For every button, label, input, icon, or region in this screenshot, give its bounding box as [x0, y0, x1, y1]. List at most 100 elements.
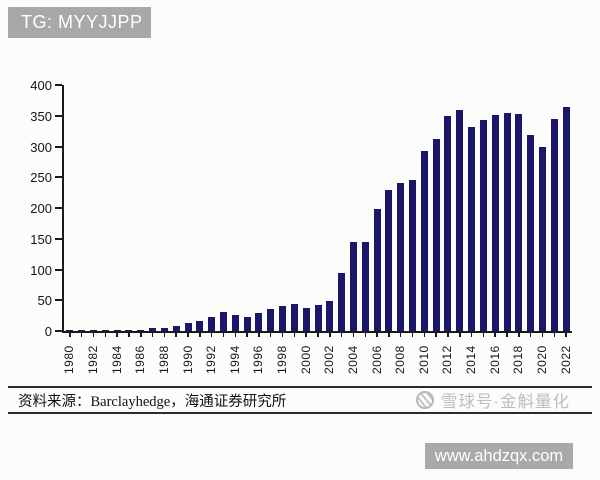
x-tick-label: 1990	[180, 345, 195, 374]
y-tick-label: 150	[30, 231, 52, 247]
bar-2015	[479, 120, 487, 331]
bar-2004	[349, 241, 357, 331]
bar-1980	[66, 330, 74, 331]
tag-label: TG: MYYJJPP	[21, 12, 143, 32]
x-tick	[529, 333, 532, 337]
x-tick	[69, 333, 71, 337]
y-tick	[55, 299, 62, 302]
x-tick	[553, 333, 556, 337]
bar-2006	[373, 209, 381, 331]
y-tick	[55, 176, 62, 179]
y-tick	[55, 114, 62, 117]
bar-2022	[562, 106, 570, 331]
x-tick	[80, 333, 83, 337]
bar-1994	[231, 315, 239, 331]
x-tick-label: 2014	[464, 345, 479, 374]
bar-2016	[491, 115, 499, 331]
x-tick-label: 1986	[133, 345, 148, 374]
x-tick-label: 2008	[393, 345, 408, 374]
social-watermark-text: 雪球号·金斛量化	[441, 393, 570, 411]
x-tick-label: 1992	[204, 345, 219, 374]
x-tick-label: 2010	[416, 345, 431, 374]
x-tick	[222, 333, 225, 337]
x-tick	[104, 333, 107, 337]
x-tick-label: 2016	[487, 345, 502, 374]
x-tick-label: 1984	[109, 345, 124, 374]
bar-1991	[196, 321, 204, 331]
bar-1993	[219, 311, 227, 331]
x-tick	[281, 333, 284, 337]
x-tick	[175, 333, 177, 337]
bar-2008	[397, 182, 405, 331]
bar-2005	[361, 242, 369, 331]
y-tick-label: 400	[30, 78, 52, 93]
bar-2011	[432, 138, 440, 331]
site-watermark-banner: www.ahdzqx.com	[425, 443, 573, 469]
x-tick	[199, 333, 201, 337]
x-tick	[482, 333, 485, 337]
x-tick-label: 2004	[345, 345, 360, 374]
x-tick	[470, 333, 473, 337]
bar-1997	[267, 309, 275, 331]
y-tick-label: 250	[30, 170, 52, 186]
bar-2017	[503, 113, 511, 331]
x-tick	[305, 333, 307, 337]
y-tick	[55, 237, 62, 240]
x-tick-label: 2002	[322, 345, 337, 374]
bar-2002	[326, 300, 334, 331]
bar-2020	[538, 147, 546, 331]
x-tick	[518, 333, 520, 337]
social-watermark: 雪球号·金斛量化	[416, 388, 570, 412]
bar-1988	[160, 327, 168, 331]
x-tick-label: 2000	[298, 345, 313, 374]
x-tick-label: 1996	[251, 345, 266, 374]
bar-2007	[385, 190, 393, 331]
x-tick	[459, 333, 461, 337]
bar-1982	[90, 330, 98, 331]
tag-banner: TG: MYYJJPP	[8, 7, 151, 38]
bar-2021	[550, 118, 558, 331]
plot-area	[62, 85, 572, 333]
bar-2001	[314, 305, 322, 331]
x-tick	[352, 333, 355, 337]
y-tick-label: 350	[30, 108, 52, 124]
x-tick	[258, 333, 260, 337]
bar-1996	[255, 312, 263, 331]
bar-1992	[208, 316, 216, 331]
x-tick-label: 1980	[62, 345, 77, 374]
x-tick	[340, 333, 343, 337]
x-tick	[494, 333, 496, 337]
x-tick-label: 1982	[86, 345, 101, 374]
x-tick	[293, 333, 296, 337]
bar-2012	[444, 116, 452, 331]
x-tick	[92, 333, 95, 337]
x-tick-label: 2020	[534, 345, 549, 374]
y-tick	[55, 84, 62, 86]
bar-1985	[125, 330, 133, 331]
x-tick	[210, 333, 213, 337]
bar-1990	[184, 323, 192, 331]
x-tick	[187, 333, 189, 337]
x-tick-label: 1994	[227, 345, 242, 374]
y-tick-label: 0	[44, 324, 52, 339]
x-tick	[329, 333, 331, 337]
x-tick	[447, 333, 449, 337]
bar-1995	[243, 316, 251, 331]
bar-2013	[456, 109, 464, 331]
x-tick	[399, 333, 402, 337]
xueqiu-logo-icon	[416, 391, 434, 409]
x-tick	[565, 333, 567, 337]
bar-1998	[279, 306, 287, 331]
y-tick	[55, 330, 62, 332]
x-tick	[364, 333, 366, 337]
x-tick	[246, 333, 248, 337]
x-tick	[411, 333, 414, 337]
x-tick-label: 2006	[369, 345, 384, 374]
x-tick	[151, 333, 154, 337]
bar-2000	[302, 308, 310, 331]
x-tick	[128, 333, 130, 337]
footer-band: 资料来源：Barclayhedge，海通证券研究所 雪球号·金斛量化	[8, 386, 592, 414]
x-tick	[423, 333, 426, 337]
bar-1983	[101, 330, 109, 331]
